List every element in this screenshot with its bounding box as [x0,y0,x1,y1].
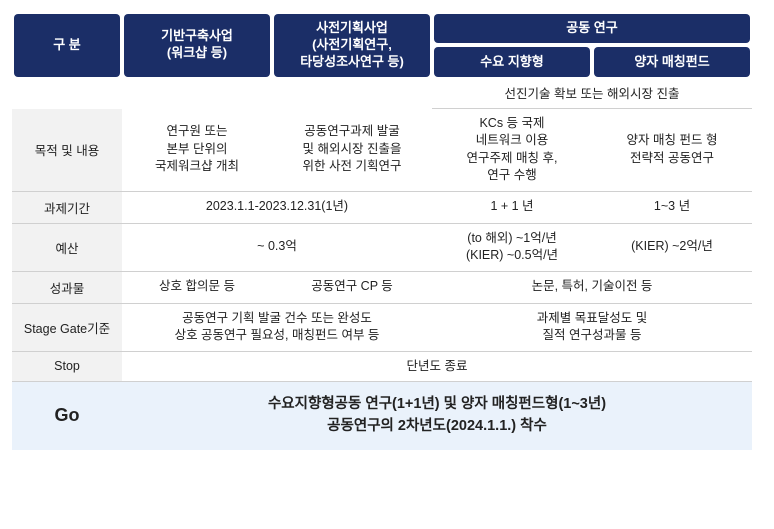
cell-purpose-c4: KCs 등 국제네트워크 이용연구주제 매칭 후,연구 수행 [432,109,592,192]
rowlabel-output: 성과물 [12,272,122,304]
cell-stagegate-c23: 공동연구 기획 발굴 건수 또는 완성도상호 공동연구 필요성, 매칭펀드 여부… [122,304,432,352]
cell-go: 수요지향형공동 연구(1+1년) 및 양자 매칭펀드형(1~3년)공동연구의 2… [122,382,752,450]
cell-period-c23: 2023.1.1-2023.12.31(1년) [122,192,432,224]
rowlabel-stagegate: Stage Gate기준 [12,304,122,352]
cell-budget-c23: ~ 0.3억 [122,224,432,272]
cell-output-c2: 상호 합의문 등 [122,272,272,304]
rowlabel-go: Go [12,382,122,450]
cell-output-c45: 논문, 특허, 기술이전 등 [432,272,752,304]
spacer [272,79,432,109]
cell-stop: 단년도 종료 [122,352,752,383]
rowlabel-period: 과제기간 [12,192,122,224]
cell-output-c3: 공동연구 CP 등 [272,272,432,304]
cell-period-c4: 1 + 1 년 [432,192,592,224]
header-col2: 기반구축사업(워크샵 등) [124,14,270,77]
cell-budget-c5: (KIER) ~2억/년 [592,224,752,272]
subheader-joint: 선진기술 확보 또는 해외시장 진출 [432,79,752,109]
program-table: 구 분 기반구축사업(워크샵 등) 사전기획사업(사전기획연구,타당성조사연구 … [12,12,762,450]
header-joint-research: 공동 연구 [434,14,750,43]
cell-stagegate-c45: 과제별 목표달성도 및질적 연구성과물 등 [432,304,752,352]
header-division: 구 분 [14,14,120,77]
rowlabel-stop: Stop [12,352,122,383]
spacer [12,79,122,109]
header-col3: 사전기획사업(사전기획연구,타당성조사연구 등) [274,14,430,77]
header-col4: 수요 지향형 [434,47,590,76]
cell-period-c5: 1~3 년 [592,192,752,224]
rowlabel-purpose: 목적 및 내용 [12,109,122,192]
cell-purpose-c5: 양자 매칭 펀드 형전략적 공동연구 [592,109,752,192]
header-col5: 양자 매칭펀드 [594,47,750,76]
cell-purpose-c3: 공동연구과제 발굴및 해외시장 진출을위한 사전 기획연구 [272,109,432,192]
rowlabel-budget: 예산 [12,224,122,272]
cell-budget-c4: (to 해외) ~1억/년(KIER) ~0.5억/년 [432,224,592,272]
spacer [122,79,272,109]
cell-purpose-c2: 연구원 또는본부 단위의국제워크샵 개최 [122,109,272,192]
